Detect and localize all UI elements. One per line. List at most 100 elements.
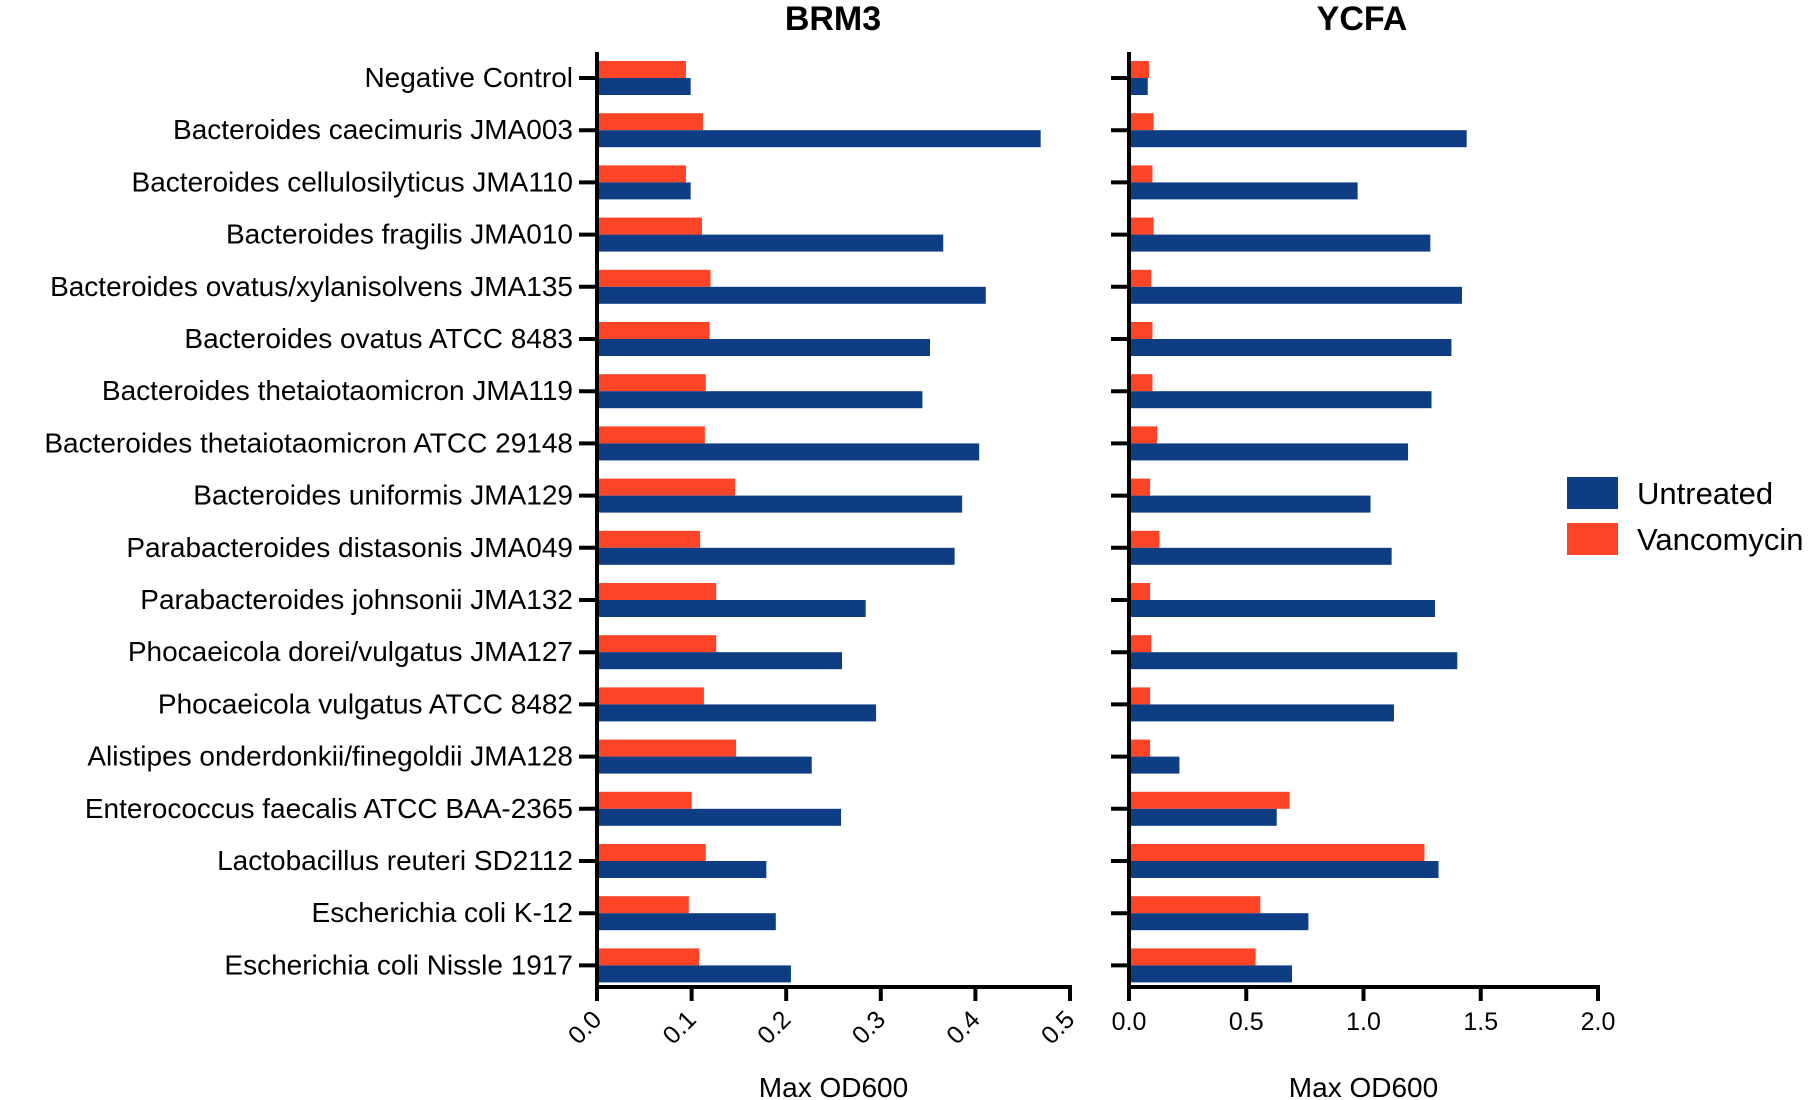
category-label: Parabacteroides distasonis JMA049	[126, 532, 573, 563]
bar-untreated	[599, 495, 963, 513]
bar-untreated	[1131, 130, 1467, 148]
bar-vancomycin	[1131, 165, 1153, 183]
category-label: Alistipes onderdonkii/finegoldii JMA128	[87, 741, 573, 772]
bar-vancomycin	[599, 948, 700, 966]
x-tick-label: 1.5	[1463, 1008, 1498, 1036]
x-tick-label: 0.0	[563, 1005, 607, 1049]
bar-untreated	[1131, 339, 1452, 356]
category-label: Bacteroides cellulosilyticus JMA110	[132, 166, 573, 197]
category-label: Negative Control	[364, 62, 573, 93]
bar-vancomycin	[599, 165, 686, 183]
bar-untreated	[599, 756, 812, 774]
bar-untreated	[599, 547, 955, 565]
bar-vancomycin	[599, 583, 717, 600]
bar-vancomycin	[1131, 687, 1151, 705]
bar-untreated	[1131, 78, 1148, 95]
bar-untreated	[599, 182, 691, 200]
bar-vancomycin	[1131, 269, 1152, 287]
bar-vancomycin	[599, 896, 689, 914]
x-tick-label: 0.1	[657, 1005, 701, 1049]
category-label: Bacteroides ovatus ATCC 8483	[184, 323, 573, 354]
legend-swatch-untreated	[1567, 477, 1618, 509]
legend-swatch-vancomycin	[1567, 523, 1618, 555]
bar-untreated	[599, 704, 877, 722]
bar-vancomycin	[599, 791, 692, 809]
category-label: Enterococcus faecalis ATCC BAA-2365	[85, 793, 573, 824]
bar-untreated	[1131, 547, 1392, 565]
bar-vancomycin	[1131, 530, 1160, 548]
bar-untreated	[599, 339, 930, 356]
bar-untreated	[1131, 391, 1432, 409]
x-tick-label: 0.4	[941, 1005, 985, 1049]
bar-vancomycin	[1131, 322, 1153, 339]
category-label: Escherichia coli Nissle 1917	[224, 949, 573, 980]
bar-untreated	[599, 913, 776, 931]
bar-untreated	[1131, 495, 1371, 513]
category-label: Bacteroides uniformis JMA129	[193, 480, 573, 511]
category-label: Bacteroides thetaiotaomicron ATCC 29148	[44, 427, 573, 458]
bar-vancomycin	[599, 113, 703, 131]
bar-vancomycin	[599, 322, 710, 339]
bar-untreated	[599, 78, 691, 95]
panel-title: BRM3	[785, 0, 881, 38]
bar-untreated	[599, 600, 866, 617]
bar-vancomycin	[1131, 426, 1158, 444]
bar-vancomycin	[1131, 61, 1149, 78]
x-axis-title: Max OD600	[759, 1072, 908, 1100]
bar-vancomycin	[599, 739, 737, 757]
bar-untreated	[1131, 808, 1277, 826]
bar-untreated	[1131, 704, 1394, 722]
bar-untreated	[599, 286, 986, 304]
bar-vancomycin	[599, 61, 686, 78]
bar-untreated	[1131, 600, 1436, 617]
category-label: Parabacteroides johnsonii JMA132	[140, 584, 573, 615]
bar-untreated	[1131, 652, 1458, 670]
bar-untreated	[599, 234, 944, 252]
bar-vancomycin	[599, 478, 736, 496]
bar-vancomycin	[599, 844, 706, 861]
bar-vancomycin	[599, 374, 706, 392]
x-tick-label: 2.0	[1581, 1008, 1616, 1036]
bar-untreated	[599, 443, 980, 461]
category-label: Phocaeicola vulgatus ATCC 8482	[158, 688, 573, 719]
category-label: Bacteroides thetaiotaomicron JMA119	[102, 375, 573, 406]
bar-untreated	[1131, 913, 1309, 931]
bar-untreated	[599, 808, 842, 826]
bar-vancomycin	[599, 269, 711, 287]
bar-vancomycin	[1131, 374, 1153, 392]
category-label: Bacteroides fragilis JMA010	[226, 219, 573, 250]
category-label: Phocaeicola dorei/vulgatus JMA127	[128, 636, 573, 667]
bar-untreated	[599, 965, 791, 983]
bar-vancomycin	[1131, 217, 1154, 235]
category-label: Lactobacillus reuteri SD2112	[217, 845, 573, 876]
x-tick-label: 0.2	[752, 1005, 796, 1049]
x-tick-label: 0.5	[1229, 1008, 1264, 1036]
bar-untreated	[1131, 861, 1439, 878]
x-tick-label: 0.3	[847, 1005, 891, 1049]
bar-vancomycin	[1131, 635, 1152, 653]
bar-vancomycin	[1131, 478, 1151, 496]
category-label: Bacteroides caecimuris JMA003	[173, 114, 573, 145]
bar-untreated	[599, 391, 923, 409]
bar-untreated	[1131, 443, 1409, 461]
x-tick-label: 0.0	[1112, 1008, 1147, 1036]
bar-untreated	[599, 861, 767, 878]
bar-vancomycin	[599, 426, 705, 444]
x-tick-label: 1.0	[1346, 1008, 1381, 1036]
bar-untreated	[599, 130, 1041, 148]
bar-untreated	[1131, 182, 1358, 200]
bar-vancomycin	[1131, 896, 1261, 914]
bar-vancomycin	[1131, 113, 1154, 131]
bar-untreated	[1131, 965, 1292, 983]
bar-untreated	[1131, 234, 1431, 252]
legend-label: Untreated	[1637, 476, 1773, 511]
x-axis-title: Max OD600	[1289, 1072, 1438, 1100]
bar-vancomycin	[1131, 739, 1151, 757]
panel-title: YCFA	[1317, 0, 1408, 38]
bar-vancomycin	[599, 635, 717, 653]
bar-vancomycin	[1131, 791, 1290, 809]
category-label: Bacteroides ovatus/xylanisolvens JMA135	[50, 271, 573, 302]
bar-vancomycin	[1131, 948, 1256, 966]
bar-vancomycin	[599, 687, 704, 705]
